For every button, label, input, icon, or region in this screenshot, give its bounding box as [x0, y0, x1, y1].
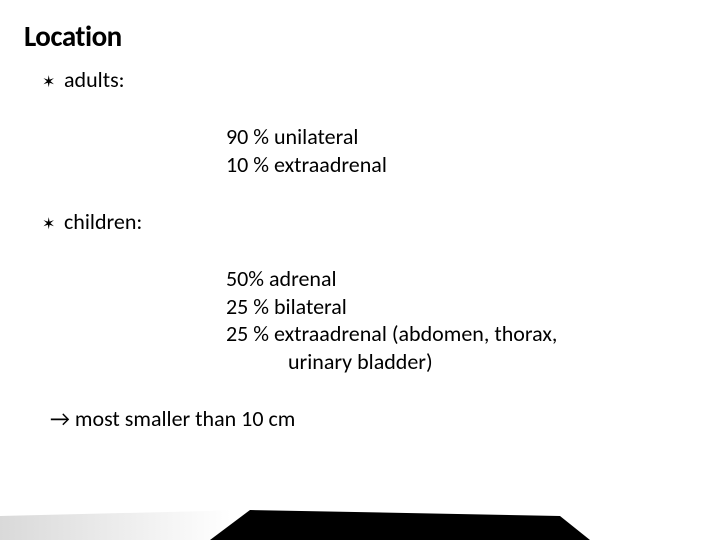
bullet-icon: ✶ [24, 217, 64, 233]
footer-note: → most smaller than 10 cm [50, 405, 696, 432]
adults-stat-1: 90 % unilateral [226, 123, 696, 151]
children-stat-3: 25 % extraadrenal (abdomen, thorax, [226, 320, 696, 348]
bullet-children: ✶ children: [24, 208, 696, 235]
bullet-adults-label: adults: [64, 66, 125, 93]
bullet-icon: ✶ [24, 75, 64, 91]
slide: Location ✶ adults: 90 % unilateral 10 % … [0, 0, 720, 540]
slide-decor [0, 480, 720, 540]
children-stat-2: 25 % bilateral [226, 293, 696, 321]
children-stats: 50% adrenal 25 % bilateral 25 % extraadr… [226, 265, 696, 375]
children-stat-1: 50% adrenal [226, 265, 696, 293]
slide-title: Location [24, 18, 696, 54]
adults-stat-2: 10 % extraadrenal [226, 151, 696, 179]
children-stat-3-cont: urinary bladder) [226, 348, 696, 376]
bullet-children-label: children: [64, 208, 142, 235]
adults-stats: 90 % unilateral 10 % extraadrenal [226, 123, 696, 178]
bullet-adults: ✶ adults: [24, 66, 696, 93]
